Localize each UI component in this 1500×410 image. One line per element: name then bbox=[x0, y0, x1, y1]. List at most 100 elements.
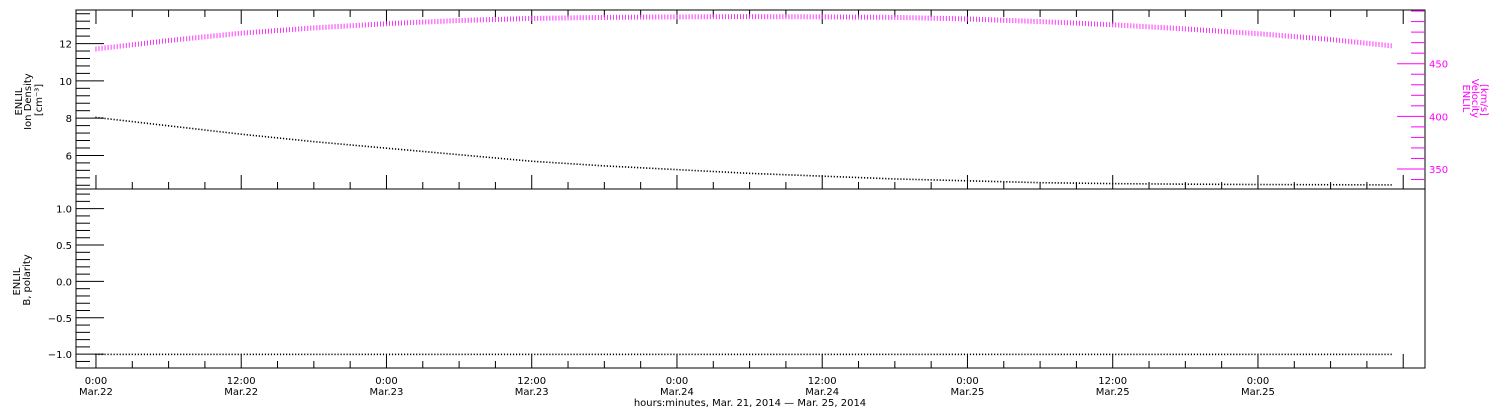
data-point bbox=[485, 156, 487, 158]
data-point bbox=[1045, 353, 1047, 356]
data-point bbox=[1060, 353, 1062, 356]
data-point bbox=[873, 177, 875, 179]
data-point bbox=[167, 125, 170, 127]
data-point bbox=[137, 121, 139, 124]
data-point bbox=[125, 353, 127, 356]
data-point bbox=[316, 353, 318, 356]
data-point bbox=[615, 165, 618, 168]
data-point bbox=[1109, 353, 1111, 356]
data-point bbox=[546, 161, 548, 164]
data-point bbox=[1339, 183, 1341, 186]
data-point bbox=[897, 353, 899, 356]
data-point bbox=[404, 353, 406, 356]
data-point bbox=[270, 353, 273, 356]
data-point bbox=[655, 353, 657, 356]
data-point bbox=[1003, 353, 1005, 356]
data-point bbox=[1193, 183, 1196, 186]
data-point bbox=[1075, 182, 1078, 184]
data-point bbox=[997, 353, 999, 356]
data-point bbox=[612, 165, 615, 168]
data-point bbox=[800, 353, 802, 356]
data-point bbox=[764, 173, 766, 175]
data-point bbox=[1333, 353, 1335, 356]
top-right-axis-ticks: 350 400 450 bbox=[1397, 10, 1448, 181]
data-point bbox=[761, 173, 763, 175]
data-point bbox=[164, 353, 167, 356]
data-point bbox=[352, 144, 354, 146]
data-point bbox=[643, 167, 645, 169]
data-point bbox=[585, 353, 587, 356]
data-point bbox=[951, 179, 953, 182]
data-point bbox=[1266, 353, 1268, 356]
data-point bbox=[558, 353, 560, 356]
data-point bbox=[509, 158, 512, 161]
data-point bbox=[552, 161, 554, 164]
data-point bbox=[258, 135, 260, 137]
data-point bbox=[939, 353, 941, 356]
data-point bbox=[1187, 353, 1189, 356]
data-point bbox=[1384, 184, 1386, 186]
data-point bbox=[975, 180, 978, 182]
data-point bbox=[1033, 353, 1035, 356]
data-point bbox=[549, 353, 551, 356]
data-point bbox=[113, 118, 115, 121]
data-point bbox=[1112, 182, 1114, 185]
data-point bbox=[588, 353, 590, 356]
data-point bbox=[295, 353, 297, 356]
data-point bbox=[1205, 183, 1208, 186]
data-point bbox=[1284, 183, 1286, 186]
data-point bbox=[788, 174, 790, 176]
data-point bbox=[413, 149, 415, 152]
data-point bbox=[1308, 183, 1311, 186]
data-point bbox=[1006, 353, 1008, 356]
data-point bbox=[1081, 353, 1084, 356]
data-point bbox=[458, 353, 460, 356]
data-point bbox=[140, 121, 142, 124]
data-point bbox=[307, 353, 309, 356]
data-point bbox=[428, 151, 430, 153]
data-point bbox=[573, 163, 575, 165]
data-point bbox=[748, 172, 751, 175]
data-point bbox=[1084, 353, 1087, 356]
data-point bbox=[894, 178, 896, 180]
data-point bbox=[942, 179, 944, 181]
data-point bbox=[1142, 183, 1144, 185]
data-point bbox=[1048, 353, 1050, 356]
top-left-axis-title-line1: ENLIL bbox=[14, 87, 25, 115]
data-point bbox=[609, 353, 611, 356]
data-point bbox=[836, 175, 838, 178]
top-right-axis-title: ENLIL Velocity [km/s] bbox=[1460, 79, 1489, 121]
data-point bbox=[461, 154, 463, 156]
data-point bbox=[1245, 183, 1247, 186]
data-point bbox=[1000, 353, 1002, 356]
data-point bbox=[833, 353, 835, 356]
data-point bbox=[152, 353, 155, 356]
data-point bbox=[152, 123, 155, 125]
data-point bbox=[1221, 353, 1223, 356]
data-point bbox=[485, 353, 487, 356]
data-point bbox=[870, 177, 872, 179]
data-point bbox=[1221, 183, 1223, 186]
data-point bbox=[1124, 182, 1126, 185]
data-point bbox=[885, 177, 887, 180]
data-point bbox=[1381, 184, 1383, 186]
data-point bbox=[261, 353, 264, 356]
data-point bbox=[340, 143, 342, 145]
data-point bbox=[255, 353, 257, 356]
x-tick-label-date: Mar.24 bbox=[660, 387, 694, 398]
x-axis-title: hours:minutes, Mar. 21, 2014 — Mar. 25, … bbox=[634, 398, 866, 409]
data-point bbox=[785, 353, 787, 356]
data-point bbox=[1130, 182, 1132, 185]
data-point bbox=[506, 158, 509, 160]
top-left-axis-title: ENLIL Ion Density [cm⁻³] bbox=[14, 70, 45, 130]
data-point bbox=[104, 117, 106, 120]
data-point bbox=[981, 353, 984, 356]
data-point bbox=[1208, 183, 1211, 186]
data-point bbox=[237, 353, 239, 356]
data-point bbox=[1136, 182, 1138, 185]
data-point bbox=[1057, 182, 1059, 184]
data-point bbox=[455, 353, 457, 356]
data-point bbox=[446, 353, 448, 356]
data-point bbox=[1181, 353, 1183, 356]
data-point bbox=[522, 159, 524, 162]
